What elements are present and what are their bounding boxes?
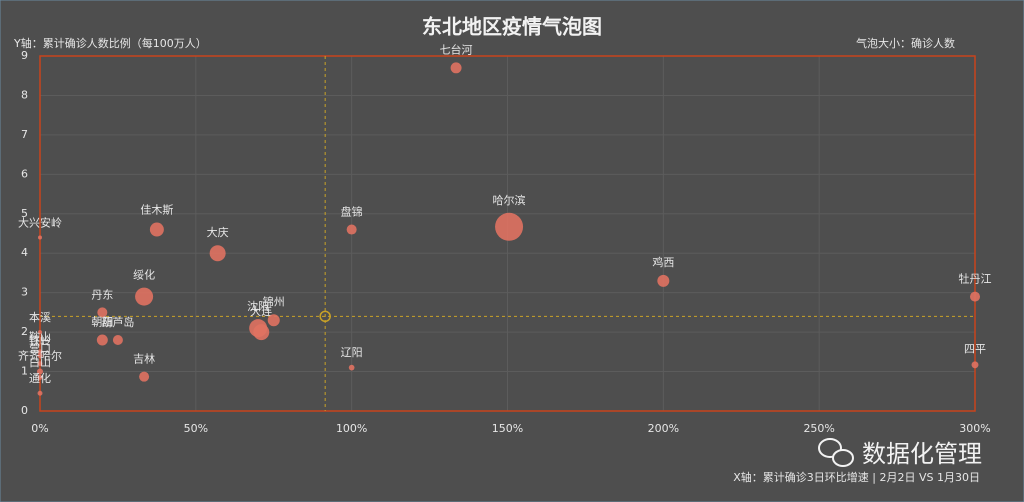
bubble bbox=[253, 324, 270, 341]
bubble-label: 辽阳 bbox=[341, 346, 363, 359]
y-tick-label: 2 bbox=[21, 325, 28, 338]
wechat-icon bbox=[818, 438, 854, 467]
bubble bbox=[38, 235, 42, 240]
bubble-label: 绥化 bbox=[133, 268, 155, 282]
bubble bbox=[37, 361, 43, 367]
bubble bbox=[112, 335, 123, 345]
bubble bbox=[135, 287, 154, 306]
bubble bbox=[971, 361, 979, 369]
y-tick-label: 6 bbox=[21, 167, 28, 180]
bubble-label: 通化 bbox=[29, 371, 51, 385]
y-tick-label: 7 bbox=[21, 128, 28, 141]
bubble-label: 朝阳 bbox=[91, 316, 113, 329]
bubble-label: 葫芦岛 bbox=[101, 315, 134, 329]
bubble bbox=[209, 245, 226, 262]
bubble-label: 鸡西 bbox=[652, 255, 674, 269]
bubble bbox=[346, 224, 357, 235]
bubble-label: 七台河 bbox=[440, 42, 473, 56]
watermark: 数据化管理 bbox=[862, 440, 982, 468]
bubble bbox=[149, 222, 164, 237]
bubble bbox=[495, 212, 524, 241]
y-tick-label: 5 bbox=[21, 207, 28, 220]
bubble-label: 大庆 bbox=[207, 225, 229, 239]
bubble bbox=[38, 330, 42, 335]
bubble bbox=[97, 307, 108, 318]
bubble-label: 佳木斯 bbox=[140, 203, 173, 217]
y-tick-label: 0 bbox=[21, 404, 28, 417]
bubble bbox=[970, 291, 980, 302]
x-tick-label: 200% bbox=[648, 422, 679, 435]
y-tick-label: 4 bbox=[21, 246, 28, 259]
y-tick-label: 8 bbox=[21, 88, 28, 101]
bubble-label: 哈尔滨 bbox=[493, 193, 526, 207]
reference-point bbox=[319, 310, 331, 323]
y-tick-label: 3 bbox=[21, 286, 28, 299]
bubble-label: 沈阳 bbox=[247, 299, 269, 313]
bubble bbox=[657, 274, 670, 287]
bubble-label: 齐齐哈尔 bbox=[18, 349, 62, 363]
bubble-label: 大兴安岭 bbox=[18, 215, 62, 229]
x-tick-label: 50% bbox=[184, 422, 208, 435]
bubble-label: 白山 bbox=[29, 355, 51, 369]
x-tick-label: 100% bbox=[336, 422, 367, 435]
bubble-label: 铁岭 bbox=[29, 333, 51, 347]
bubble bbox=[37, 368, 43, 375]
bubble-label: 吉林 bbox=[133, 352, 155, 366]
bubble-label: 大连 bbox=[250, 304, 272, 318]
bubble-label: 锦州 bbox=[263, 294, 285, 308]
size-legend-label: 气泡大小：确诊人数 bbox=[856, 36, 955, 50]
bubble-label: 四平 bbox=[964, 342, 986, 355]
bubble-label: 牡丹江 bbox=[959, 272, 992, 286]
bubble bbox=[348, 364, 355, 371]
bubble bbox=[96, 334, 108, 346]
bubble-label: 本溪 bbox=[29, 310, 51, 324]
y-axis-label: Y轴：累计确诊人数比例（每100万人） bbox=[13, 36, 207, 50]
chart-title: 东北地区疫情气泡图 bbox=[422, 15, 602, 39]
bubble-label: 丹东 bbox=[91, 288, 113, 301]
bubble bbox=[37, 375, 43, 380]
plot-frame bbox=[39, 55, 976, 412]
x-tick-label: 250% bbox=[803, 422, 834, 435]
x-axis-label: X轴：累计确诊3日环比增速 | 2月2日 VS 1月30日 bbox=[733, 470, 980, 484]
x-tick-label: 300% bbox=[959, 422, 990, 435]
bubble-label: 鞍山 bbox=[29, 329, 51, 343]
x-tick-label: 150% bbox=[492, 422, 523, 435]
bubble bbox=[450, 62, 462, 74]
bubble bbox=[267, 314, 280, 327]
bubble-label: 营口 bbox=[29, 341, 51, 355]
x-tick-label: 0% bbox=[31, 422, 48, 435]
bubble bbox=[139, 371, 150, 382]
bubble bbox=[37, 353, 43, 359]
y-tick-label: 1 bbox=[21, 365, 28, 378]
bubble-label: 盘锦 bbox=[341, 205, 363, 219]
bubble bbox=[37, 390, 43, 396]
bubble bbox=[37, 349, 43, 355]
y-tick-label: 9 bbox=[21, 49, 28, 62]
